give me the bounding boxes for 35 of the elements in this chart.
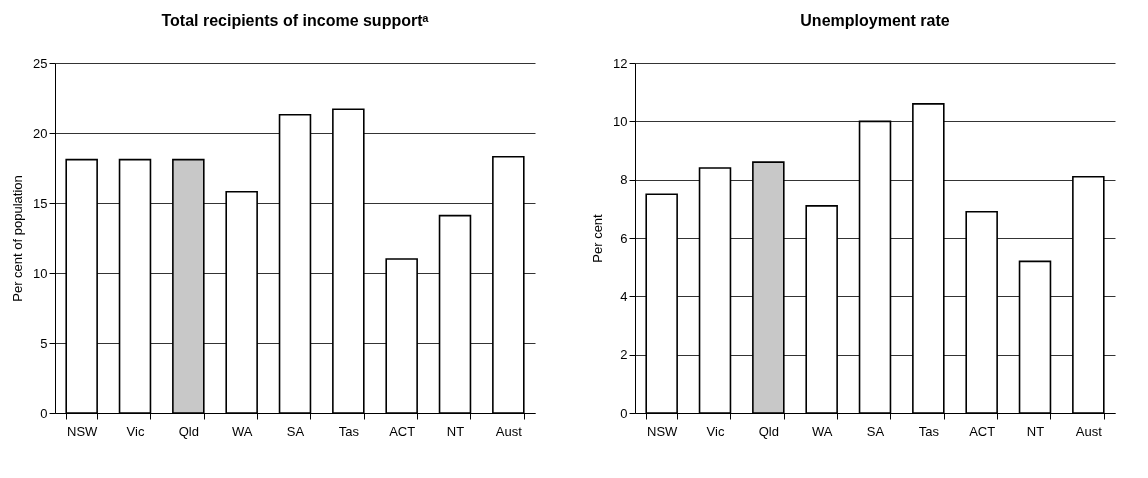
x-tick-label: Vic <box>706 423 725 439</box>
y-tick-label: 25 <box>33 55 48 71</box>
x-tick-label: Aust <box>1075 423 1103 439</box>
y-tick-label: 0 <box>620 405 628 421</box>
x-tick-label: Qld <box>178 423 199 439</box>
x-tick-label: ACT <box>969 423 996 439</box>
x-tick-label: SA <box>286 423 305 439</box>
y-tick-label: 20 <box>33 125 48 141</box>
y-tick-label: 10 <box>613 113 628 129</box>
y-tick-label: 0 <box>40 405 48 421</box>
x-tick-label: NT <box>1026 423 1045 439</box>
x-tick-label: WA <box>231 423 253 439</box>
y-tick-label: 2 <box>620 347 628 363</box>
y-axis-title: Per cent of population <box>10 175 26 302</box>
y-tick-label: 12 <box>613 55 628 71</box>
x-tick-label: NSW <box>646 423 679 439</box>
x-tick-label: Tas <box>338 423 360 439</box>
y-tick-label: 4 <box>620 288 628 304</box>
y-tick-label: 5 <box>40 335 48 351</box>
x-tick-label: ACT <box>389 423 416 439</box>
x-tick-label: Qld <box>758 423 779 439</box>
x-tick-label: Tas <box>918 423 940 439</box>
y-tick-label: 10 <box>33 265 48 281</box>
x-tick-label: Aust <box>495 423 523 439</box>
chart-title: Total recipients of income supportᵃ <box>161 12 429 29</box>
chart-title: Unemployment rate <box>800 12 950 29</box>
x-tick-label: SA <box>866 423 885 439</box>
x-tick-label: NSW <box>66 423 99 439</box>
y-axis-title: Per cent <box>590 213 606 263</box>
y-tick-label: 8 <box>620 172 628 188</box>
x-tick-label: WA <box>811 423 833 439</box>
y-tick-label: 6 <box>620 230 628 246</box>
y-tick-label: 15 <box>33 195 48 211</box>
x-tick-label: NT <box>446 423 465 439</box>
x-tick-label: Vic <box>126 423 145 439</box>
